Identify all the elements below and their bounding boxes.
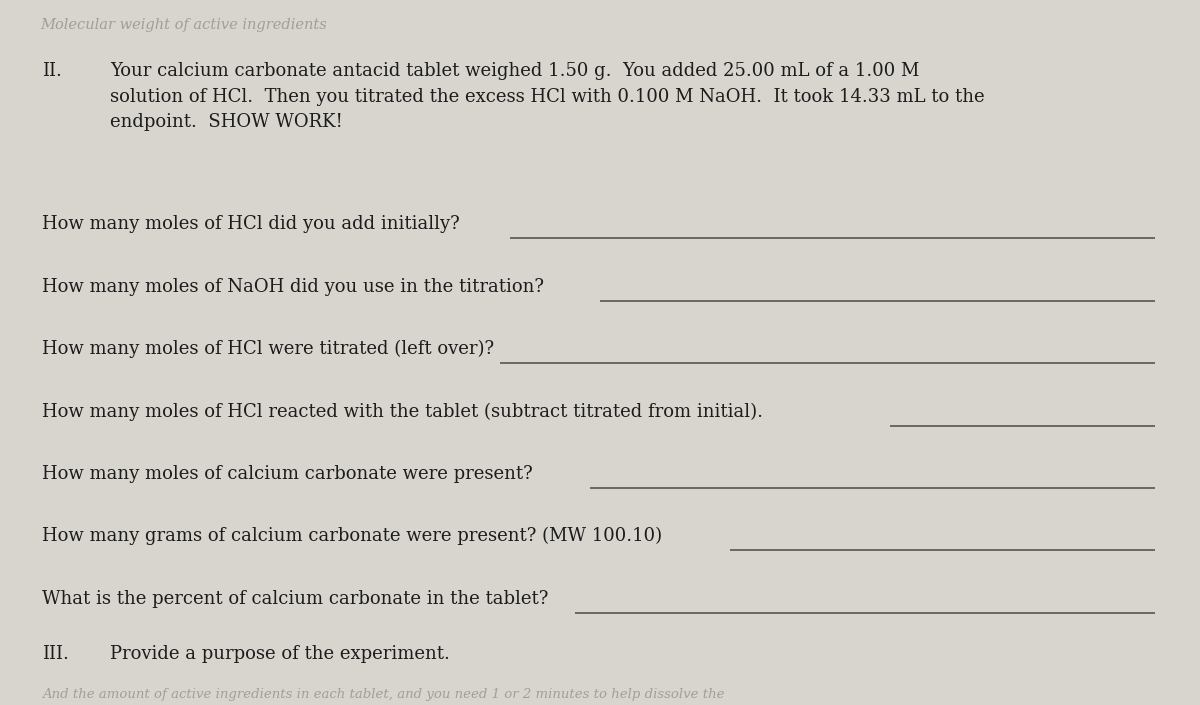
Text: How many moles of NaOH did you use in the titration?: How many moles of NaOH did you use in th…	[42, 278, 544, 296]
Text: Your calcium carbonate antacid tablet weighed 1.50 g.  You added 25.00 mL of a 1: Your calcium carbonate antacid tablet we…	[110, 62, 985, 131]
Text: And the amount of active ingredients in each tablet, and you need 1 or 2 minutes: And the amount of active ingredients in …	[42, 688, 725, 701]
Text: What is the percent of calcium carbonate in the tablet?: What is the percent of calcium carbonate…	[42, 590, 548, 608]
Text: II.: II.	[42, 62, 62, 80]
Text: How many moles of HCl did you add initially?: How many moles of HCl did you add initia…	[42, 215, 460, 233]
Text: How many moles of HCl reacted with the tablet (subtract titrated from initial).: How many moles of HCl reacted with the t…	[42, 403, 763, 422]
Text: How many grams of calcium carbonate were present? (MW 100.10): How many grams of calcium carbonate were…	[42, 527, 662, 545]
Text: III.: III.	[42, 645, 68, 663]
Text: Provide a purpose of the experiment.: Provide a purpose of the experiment.	[110, 645, 450, 663]
Text: How many moles of HCl were titrated (left over)?: How many moles of HCl were titrated (lef…	[42, 340, 494, 358]
Text: How many moles of calcium carbonate were present?: How many moles of calcium carbonate were…	[42, 465, 533, 483]
Text: Molecular weight of active ingredients: Molecular weight of active ingredients	[40, 18, 326, 32]
